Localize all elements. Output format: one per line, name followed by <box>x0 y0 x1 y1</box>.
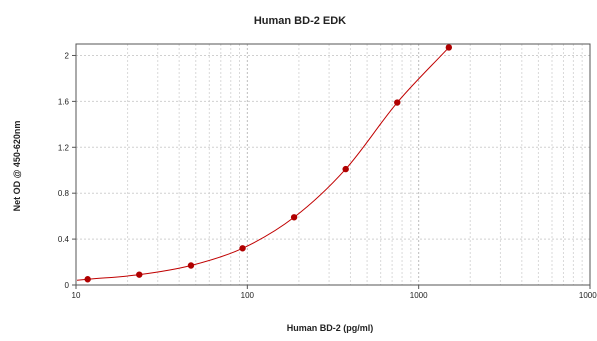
chart-title: Human BD-2 EDK <box>254 15 346 27</box>
y-tick-label: 1.6 <box>58 97 70 106</box>
x-tick-label: 100 <box>241 291 255 300</box>
x-axis-label: Human BD-2 (pg/ml) <box>287 323 374 333</box>
x-tick-label: 1000 <box>410 291 428 300</box>
x-axis-ticks: 10 100 1000 10000 <box>72 285 597 300</box>
plot-area-frame <box>75 43 591 286</box>
x-tick-label: 10000 <box>579 291 597 300</box>
data-point <box>290 214 298 221</box>
data-points <box>84 44 453 283</box>
data-point <box>445 44 453 51</box>
data-point <box>136 271 143 278</box>
y-tick-label: 0.4 <box>58 235 70 244</box>
grid <box>76 44 590 285</box>
y-tick-label: 2 <box>65 51 70 60</box>
y-axis-label: Net OD @ 450-620nm <box>12 121 22 212</box>
y-axis-ticks: 0 0.4 0.8 1.2 1.6 2 <box>58 51 76 290</box>
x-tick-label: 10 <box>72 291 81 300</box>
y-tick-label: 1.2 <box>58 143 70 152</box>
y-tick-label: 0 <box>65 281 70 290</box>
data-point <box>394 99 401 106</box>
fit-curve <box>76 47 450 281</box>
data-point <box>187 262 195 269</box>
data-point <box>239 245 246 252</box>
data-point <box>342 165 349 173</box>
data-point <box>84 276 91 283</box>
y-tick-label: 0.8 <box>58 189 70 198</box>
